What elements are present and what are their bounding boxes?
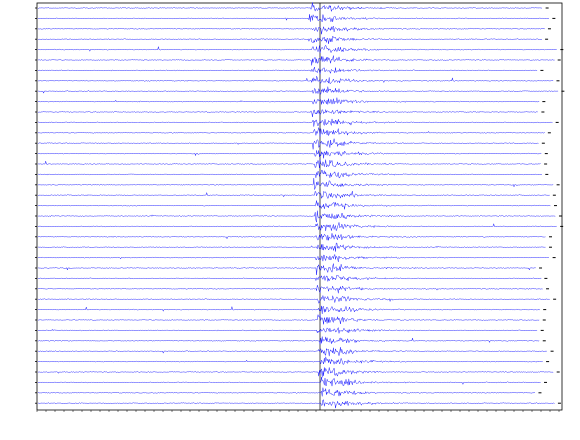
trace [37,347,547,357]
plot-frame [36,2,563,411]
trace [38,2,543,13]
trace [37,305,540,314]
trace [37,263,536,275]
trace [37,177,554,191]
trace [38,387,536,397]
trace [37,285,543,294]
trace [37,295,550,304]
trace [37,314,540,325]
trace [37,44,557,54]
trace [38,86,559,95]
trace [37,242,546,252]
trace [38,75,554,85]
trace [37,35,543,44]
trace [37,222,557,232]
trace [37,127,545,137]
trace [37,55,555,66]
trace [37,367,554,378]
trace [37,210,556,223]
trace [37,200,551,210]
trace [37,138,539,150]
trace [37,356,543,366]
trace [37,14,549,23]
trace [37,233,546,241]
trace [37,326,538,334]
trace [37,108,538,118]
trace [37,336,540,345]
trace [37,399,555,409]
trace [37,118,553,127]
trace [37,159,541,169]
trace [37,169,543,179]
trace [38,97,540,105]
trace [37,253,550,263]
trace [37,190,550,200]
trace [37,376,541,387]
trace [37,150,542,159]
trace [37,25,545,35]
trace [37,66,538,75]
trace [37,274,542,282]
